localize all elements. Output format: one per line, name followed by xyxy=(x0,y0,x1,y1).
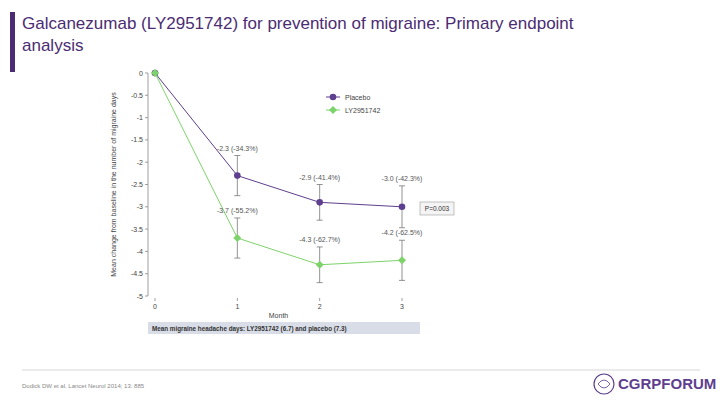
marker xyxy=(316,199,323,206)
data-label: -2.9 (-41.4%) xyxy=(299,174,340,182)
data-label: -2.3 (-34.3%) xyxy=(217,145,258,153)
error-bar xyxy=(317,185,323,221)
citation: Dodick DW et al. Lancet Neurol 2014; 13:… xyxy=(22,383,145,389)
logo-text: CGRPFORUM xyxy=(618,375,716,392)
y-tick xyxy=(145,117,148,118)
data-label: -3.7 (-55.2%) xyxy=(217,207,258,215)
data-labels: -2.3 (-34.3%) -2.9 (-41.4%) -3.0 (-42.3%) -… xyxy=(217,145,423,244)
x-tick xyxy=(237,298,238,301)
logo-icon-detail xyxy=(598,380,610,388)
y-tick xyxy=(145,296,148,297)
marker xyxy=(329,106,337,114)
y-tick xyxy=(145,95,148,96)
marker xyxy=(152,70,159,77)
error-bar xyxy=(399,186,405,228)
x-axis-title: Month xyxy=(269,312,289,319)
y-tick-label: 0 xyxy=(139,70,143,77)
marker xyxy=(233,234,241,242)
y-tick-label: -1.5 xyxy=(131,136,143,143)
error-bar xyxy=(399,240,405,280)
error-bar xyxy=(234,156,240,196)
x-tick xyxy=(402,298,403,301)
summary-text: Mean migraine headache days: LY2951742 (… xyxy=(152,325,347,333)
y-tick xyxy=(145,162,148,163)
title-accent xyxy=(10,12,15,72)
x-tick xyxy=(155,298,156,301)
y-tick xyxy=(145,229,148,230)
p-value: P=0.003 xyxy=(425,205,450,212)
footer-rule xyxy=(22,370,700,371)
legend: Placebo LY2951742 xyxy=(326,94,380,115)
data-label: -4.3 (-62.7%) xyxy=(299,236,340,244)
marker xyxy=(398,256,406,264)
y-tick xyxy=(145,184,148,185)
y-tick-label: -4.5 xyxy=(131,270,143,277)
error-bar xyxy=(317,247,323,283)
slide-title: Galcanezumab (LY2951742) for prevention … xyxy=(22,13,632,57)
x-tick xyxy=(319,298,320,301)
legend-label: Placebo xyxy=(345,94,370,101)
y-tick-label: -3.5 xyxy=(131,226,143,233)
y-tick xyxy=(145,273,148,274)
y-tick-label: -2 xyxy=(137,159,143,166)
x-tick-label: 0 xyxy=(153,303,157,310)
x-tick-label: 1 xyxy=(235,303,239,310)
summary-box xyxy=(148,322,420,334)
y-tick-label: -5 xyxy=(137,293,143,300)
legend-label: LY2951742 xyxy=(345,107,380,114)
marker xyxy=(151,69,159,77)
plot-area xyxy=(151,69,406,283)
y-tick xyxy=(145,139,148,140)
y-tick-label: -2.5 xyxy=(131,181,143,188)
marker xyxy=(330,94,337,101)
marker xyxy=(399,204,406,211)
y-tick-label: -3 xyxy=(137,203,143,210)
series-line xyxy=(155,73,402,207)
y-tick xyxy=(145,73,148,74)
data-label: -3.0 (-42.3%) xyxy=(382,175,423,183)
y-tick-label: -4 xyxy=(137,248,143,255)
y-tick xyxy=(145,251,148,252)
marker xyxy=(234,172,241,179)
chart: 0 -0.5 -1 -1.5 -2 -2.5 -3 -3.5 -4 -4.5 -5 Mean chan… xyxy=(0,0,720,405)
y-tick-label: -0.5 xyxy=(131,92,143,99)
y-axis-title: Mean change from baseline in the number … xyxy=(110,92,118,277)
y-tick xyxy=(145,206,148,207)
data-label: -4.2 (-62.5%) xyxy=(382,229,423,237)
x-tick-label: 3 xyxy=(400,303,404,310)
logo-icon xyxy=(594,374,614,394)
marker xyxy=(316,261,324,269)
y-tick-label: -1 xyxy=(137,114,143,121)
series-line xyxy=(155,73,402,265)
x-tick-label: 2 xyxy=(318,303,322,310)
p-value-box xyxy=(420,202,454,215)
error-bar xyxy=(234,218,240,258)
